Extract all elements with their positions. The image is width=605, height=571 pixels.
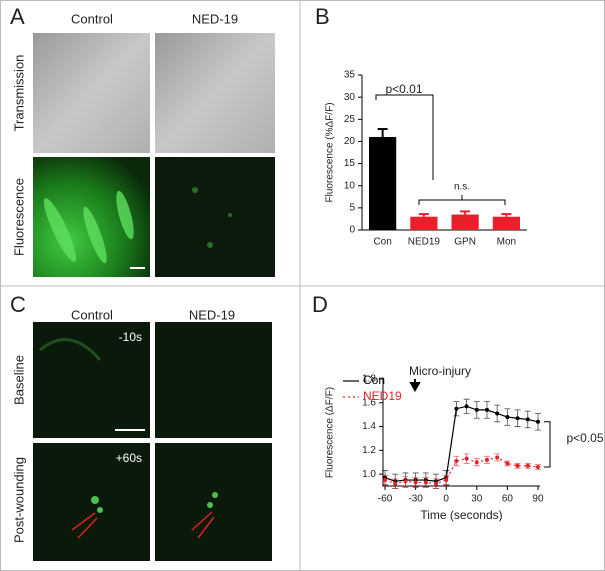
point (484, 407, 489, 412)
x-tick-label: 30 (471, 494, 483, 505)
legend-label: Con (363, 373, 385, 387)
point (525, 463, 530, 468)
row-header: Baseline (11, 355, 26, 405)
point (515, 463, 520, 468)
point (454, 459, 459, 464)
y-tick-label: 1.8 (362, 374, 376, 385)
point (474, 460, 479, 465)
legend-label: NED19 (363, 389, 402, 403)
panel-label: C (10, 292, 26, 317)
y-tick-label: 5 (349, 202, 355, 213)
y-tick-label: 1.4 (362, 421, 376, 432)
arrow (409, 379, 421, 393)
x-tick-label: 0 (443, 494, 449, 505)
x-tick-label: NED19 (408, 237, 441, 248)
y-tick-label: 1.2 (362, 445, 376, 456)
x-tick-label: 90 (532, 494, 544, 505)
cells (192, 187, 232, 248)
annotation: p<0.05 (566, 431, 603, 445)
micrograph (155, 157, 275, 277)
column-header: NED-19 (189, 307, 235, 322)
bar (410, 216, 438, 230)
bar (369, 137, 397, 230)
micrograph (33, 443, 150, 561)
row-header: Post-wounding (11, 457, 26, 543)
point (495, 455, 500, 460)
y-tick-label: 25 (344, 114, 356, 125)
y-tick-label: 20 (344, 136, 356, 147)
annotation: n.s. (454, 182, 470, 193)
point (515, 416, 520, 421)
point (423, 480, 428, 485)
point (403, 479, 408, 484)
cells (43, 190, 134, 264)
column-header: NED-19 (192, 11, 238, 26)
point (434, 481, 439, 486)
micrograph (155, 33, 275, 153)
bar (492, 216, 520, 230)
point (484, 457, 489, 462)
annotation: Micro-injury (409, 364, 471, 378)
point (464, 456, 469, 461)
x-tick-label: -30 (408, 494, 423, 505)
series-line (384, 405, 539, 482)
x-tick-label: -60 (378, 494, 393, 505)
bracket (375, 94, 434, 180)
y-axis-label: Fluorescence (ΔF/F) (325, 387, 336, 478)
y-tick-label: 30 (344, 92, 356, 103)
point (393, 481, 398, 486)
point (535, 419, 540, 424)
y-tick-label: 35 (344, 70, 356, 81)
point (413, 480, 418, 485)
point (535, 464, 540, 469)
series-line (384, 456, 539, 485)
cell-outline (39, 338, 102, 361)
time-label: -10s (119, 330, 142, 344)
y-tick-label: 1.6 (362, 397, 376, 408)
x-axis-label: Time (seconds) (420, 508, 502, 522)
point (454, 406, 459, 411)
y-tick-label: 1.0 (362, 469, 376, 480)
point (383, 478, 388, 483)
puncta (91, 492, 218, 513)
point (505, 415, 510, 420)
arrow (71, 511, 215, 539)
x-tick-label: Con (373, 237, 391, 248)
y-axis-label: Fluorescence (%ΔF/F) (325, 102, 336, 202)
column-header: Control (71, 307, 113, 322)
x-tick-label: Mon (497, 237, 516, 248)
panel-label: B (315, 4, 330, 29)
panel-label: D (312, 292, 328, 317)
micrograph (33, 33, 150, 153)
axis (382, 379, 540, 487)
x-tick-label: 60 (502, 494, 514, 505)
point (505, 461, 510, 466)
column-header: Control (71, 11, 113, 26)
y-tick-label: 15 (344, 158, 356, 169)
row-header: Fluorescence (11, 178, 26, 256)
point (525, 417, 530, 422)
point (474, 407, 479, 412)
panel-label: A (10, 4, 25, 29)
row-header: Transmission (11, 55, 26, 132)
micrograph (155, 322, 272, 438)
bracket (544, 421, 551, 468)
annotation: p<0.01 (385, 82, 422, 96)
point (444, 478, 449, 483)
y-tick-label: 0 (349, 225, 355, 236)
bracket (418, 195, 506, 205)
point (495, 411, 500, 416)
y-tick-label: 10 (344, 180, 356, 191)
bar (451, 214, 479, 230)
time-label: +60s (116, 451, 142, 465)
x-tick-label: GPN (454, 237, 476, 248)
micrograph (155, 443, 272, 561)
point (464, 404, 469, 409)
